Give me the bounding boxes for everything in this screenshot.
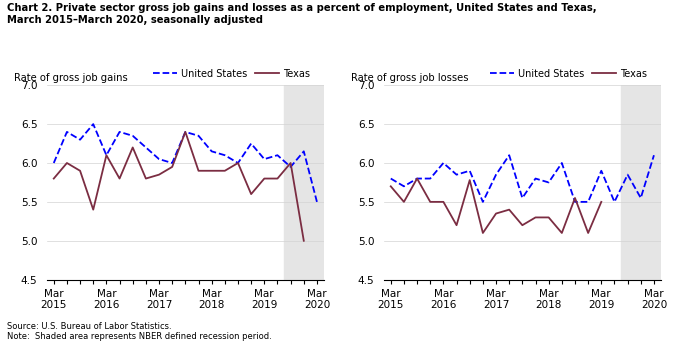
Text: Rate of gross job losses: Rate of gross job losses xyxy=(351,73,468,83)
Bar xyxy=(284,85,324,280)
Legend: United States, Texas: United States, Texas xyxy=(149,65,314,83)
Legend: United States, Texas: United States, Texas xyxy=(486,65,651,83)
Text: Chart 2. Private sector gross job gains and losses as a percent of employment, U: Chart 2. Private sector gross job gains … xyxy=(7,3,596,25)
Text: Rate of gross job gains: Rate of gross job gains xyxy=(14,73,128,83)
Bar xyxy=(621,85,661,280)
Text: Source: U.S. Bureau of Labor Statistics.
Note:  Shaded area represents NBER defi: Source: U.S. Bureau of Labor Statistics.… xyxy=(7,322,272,341)
